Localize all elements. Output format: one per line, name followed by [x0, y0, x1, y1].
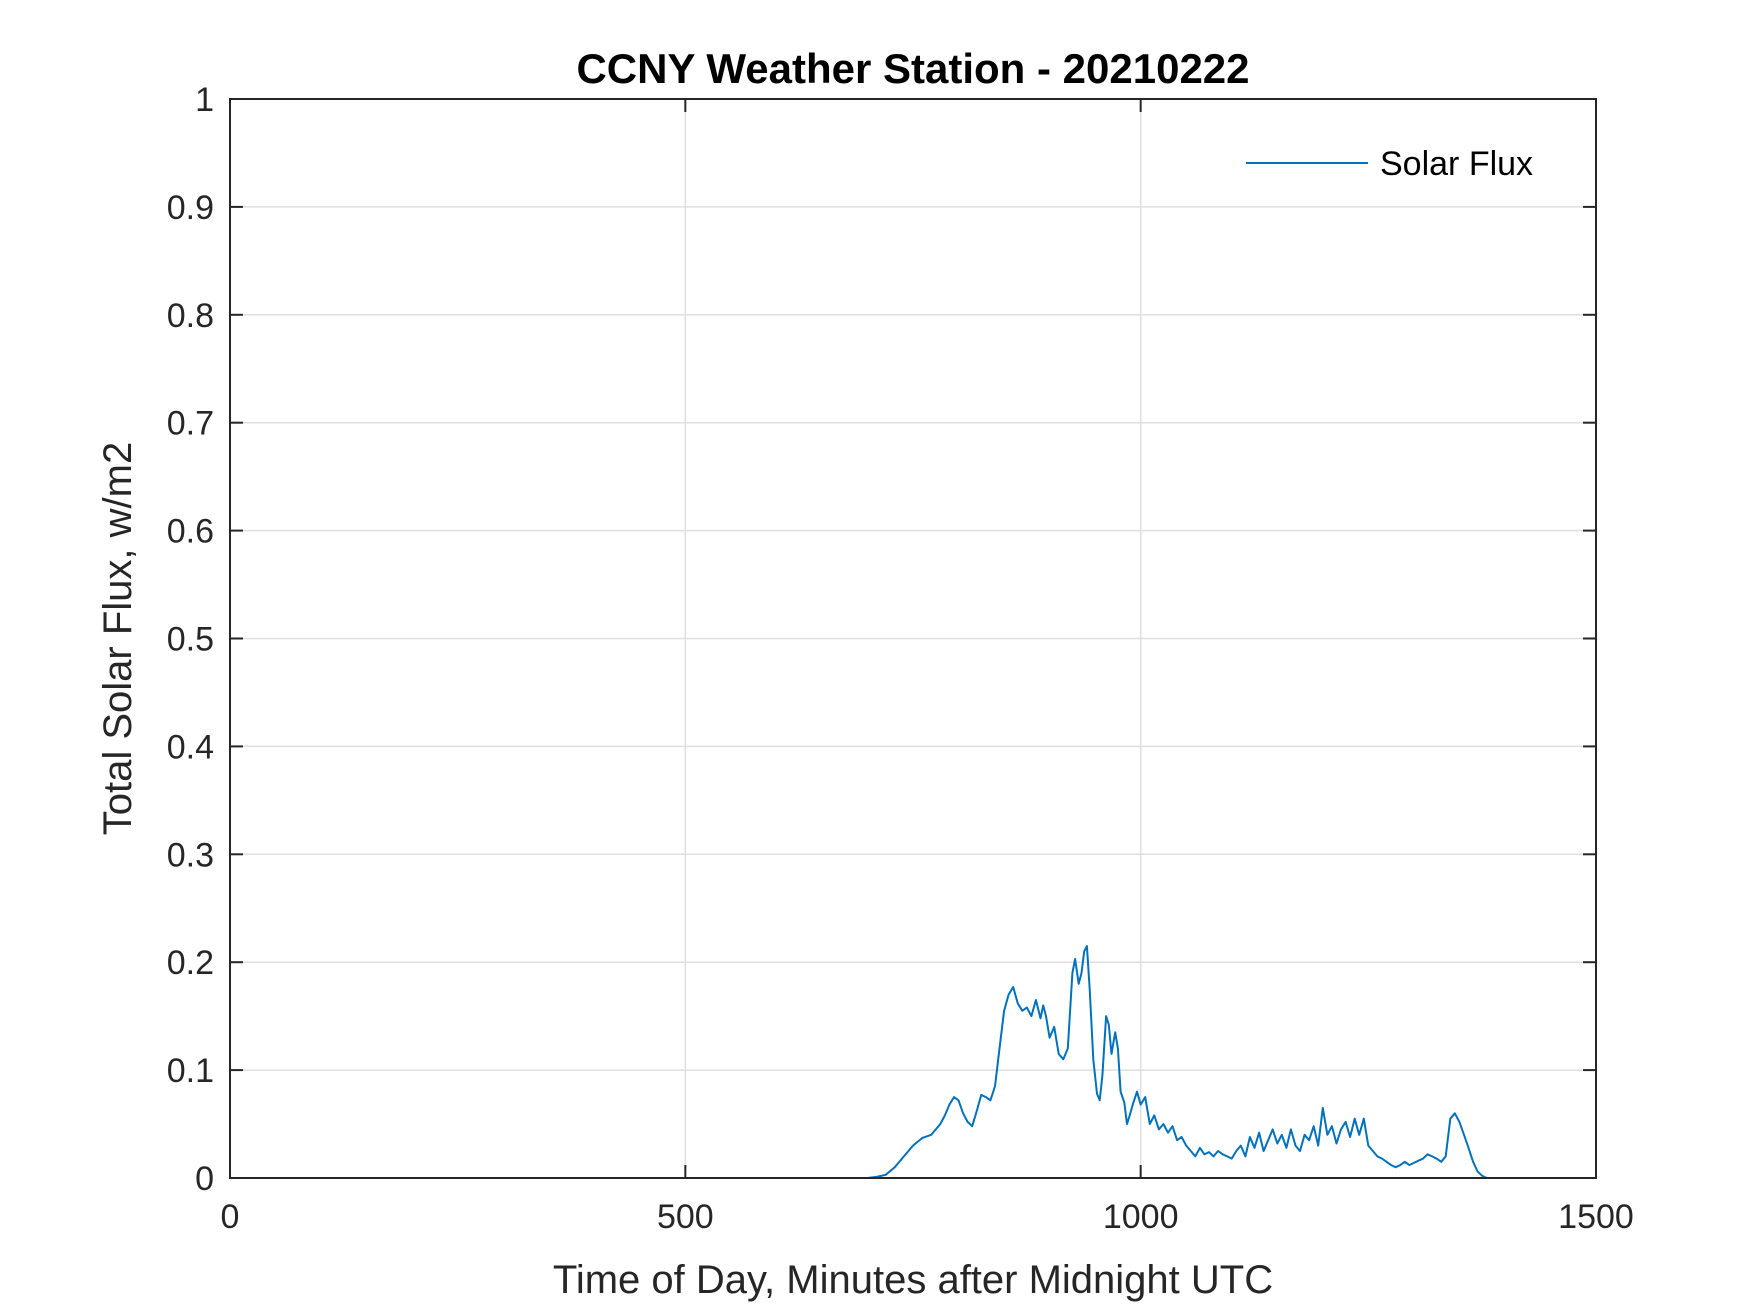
- y-axis-title: Total Solar Flux, w/m2: [96, 442, 140, 835]
- legend-label: Solar Flux: [1380, 145, 1533, 183]
- legend: Solar Flux: [1246, 145, 1533, 183]
- y-tick-label: 0.7: [167, 405, 214, 443]
- y-tick-label: 0.8: [167, 297, 214, 335]
- chart-title: CCNY Weather Station - 20210222: [576, 45, 1249, 92]
- x-tick-label: 1500: [1558, 1198, 1634, 1236]
- series-layer: [230, 945, 1542, 1179]
- x-tick-label: 0: [221, 1198, 240, 1236]
- x-tick-label: 1000: [1103, 1198, 1179, 1236]
- x-tick-labels: 0 500 1000 1500: [221, 1198, 1634, 1236]
- y-tick-label: 0: [195, 1160, 214, 1198]
- tick-marks: [229, 98, 1597, 1179]
- y-tick-label: 1: [195, 81, 214, 119]
- y-tick-label: 0.3: [167, 836, 214, 874]
- grid-lines: [230, 99, 1596, 1178]
- y-tick-label: 0.6: [167, 513, 214, 551]
- y-tick-label: 0.2: [167, 944, 214, 982]
- y-tick-label: 0.4: [167, 728, 214, 766]
- series-line-solar-flux: [230, 945, 1542, 1179]
- x-tick-label: 500: [657, 1198, 714, 1236]
- y-tick-label: 0.1: [167, 1052, 214, 1090]
- x-axis-title: Time of Day, Minutes after Midnight UTC: [553, 1258, 1273, 1302]
- y-tick-label: 0.5: [167, 621, 214, 659]
- y-tick-labels: 0 0.1 0.2 0.3 0.4 0.5 0.6 0.7 0.8 0.9 1: [167, 81, 214, 1198]
- y-tick-label: 0.9: [167, 189, 214, 227]
